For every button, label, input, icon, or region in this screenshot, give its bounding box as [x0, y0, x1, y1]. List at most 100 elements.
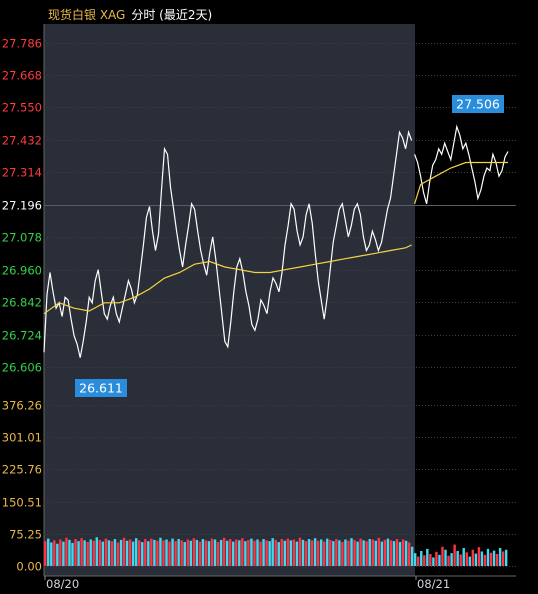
volume-bar [150, 538, 153, 566]
volume-bar [171, 538, 174, 566]
volume-bar [365, 541, 368, 566]
volume-bar [83, 540, 86, 566]
volume-bar [228, 539, 232, 566]
volume-bar [417, 556, 420, 566]
volume-bar [474, 553, 478, 566]
volume-bar [435, 551, 438, 566]
volume-bar [62, 541, 65, 566]
volume-tick-label: 301.01 [2, 431, 42, 445]
volume-bar [47, 538, 50, 566]
volume-bar [332, 541, 335, 566]
volume-bar [262, 539, 265, 566]
volume-bar [483, 554, 487, 566]
volume-bar [159, 537, 162, 566]
volume-bar [413, 553, 417, 566]
volume-bar [426, 548, 429, 566]
instrument-name: 现货白银 XAG [48, 8, 126, 22]
volume-bar [459, 554, 462, 566]
volume-bar [462, 548, 465, 566]
volume-bar [395, 539, 399, 566]
volume-bar [219, 539, 223, 566]
volume-bar [259, 541, 262, 566]
volume-bar [177, 539, 180, 566]
chart-title: 现货白银 XAG 分时 (最近2天) [48, 6, 212, 23]
volume-bar [286, 538, 290, 566]
volume-tick-label: 150.51 [2, 496, 42, 510]
volume-bar [250, 538, 253, 566]
volume-bar [180, 540, 183, 566]
volume-bar [368, 539, 371, 566]
price-tick-label: 26.724 [2, 329, 42, 343]
volume-bar [68, 539, 71, 566]
volume-bar [316, 540, 320, 566]
volume-bar [110, 541, 114, 566]
volume-bar [192, 538, 196, 566]
volume-bar [201, 539, 205, 566]
price-tick-label: 26.960 [2, 264, 42, 278]
price-lines [43, 124, 509, 358]
volume-bar [471, 549, 475, 566]
price-tick-label: 27.550 [2, 101, 42, 115]
volume-bar [59, 539, 62, 566]
volume-bar [104, 538, 108, 566]
volume-bar [347, 540, 350, 566]
volume-bar [95, 537, 98, 566]
volume-bar [113, 539, 117, 566]
volume-bar [450, 553, 453, 566]
volume-bar [338, 540, 341, 566]
volume-bar [350, 538, 353, 566]
volume-bar [213, 539, 217, 566]
low-value-label: 26.611 [79, 381, 123, 396]
volume-bar [189, 540, 192, 566]
volume-bar [50, 542, 53, 566]
volume-bar [122, 537, 126, 566]
volume-axis: 376.26 301.01 225.76 150.51 75.25 0.00 [2, 399, 42, 574]
price-line-day1 [43, 129, 413, 358]
volume-bar [504, 549, 508, 566]
volume-bar [195, 539, 199, 566]
volume-bar [407, 542, 411, 566]
volume-bar [444, 549, 447, 566]
price-tick-label: 27.786 [2, 37, 42, 51]
volume-bar [107, 540, 111, 566]
volume-bar [480, 551, 484, 566]
volume-bar [116, 542, 120, 566]
volume-bar [301, 539, 305, 566]
volume-bar [101, 541, 105, 566]
volume-tick-label: 225.76 [2, 463, 42, 477]
volume-tick-label: 376.26 [2, 399, 42, 413]
volume-bar [465, 552, 468, 566]
volume-bar [447, 555, 450, 566]
volume-bar [86, 542, 89, 566]
price-tick-label: 26.606 [2, 361, 42, 375]
volume-bar [310, 540, 314, 566]
volume-bar [147, 541, 150, 566]
volume-bar [453, 544, 456, 566]
volume-bar [53, 540, 56, 566]
low-value-box [75, 379, 127, 397]
volume-bar [74, 539, 77, 566]
volume-bars [44, 537, 508, 566]
volume-bar [232, 541, 235, 566]
volume-bar [216, 542, 220, 566]
volume-bar [313, 538, 317, 566]
volume-bar [374, 540, 377, 566]
volume-bar [235, 539, 238, 566]
volume-bar [298, 537, 302, 566]
volume-bar [410, 546, 414, 566]
volume-bar [92, 540, 95, 566]
price-tick-label: 27.314 [2, 166, 42, 180]
volume-bar [423, 555, 426, 566]
average-line-day1 [43, 244, 412, 315]
volume-bar [392, 541, 396, 566]
volume-bar [128, 539, 132, 566]
volume-bar [119, 539, 123, 566]
volume-bar [371, 539, 374, 566]
volume-bar [295, 541, 299, 566]
volume-bar [319, 539, 323, 566]
volume-bar [153, 539, 156, 566]
volume-bar [65, 537, 68, 566]
volume-bar [125, 540, 129, 566]
volume-bar [380, 541, 384, 566]
